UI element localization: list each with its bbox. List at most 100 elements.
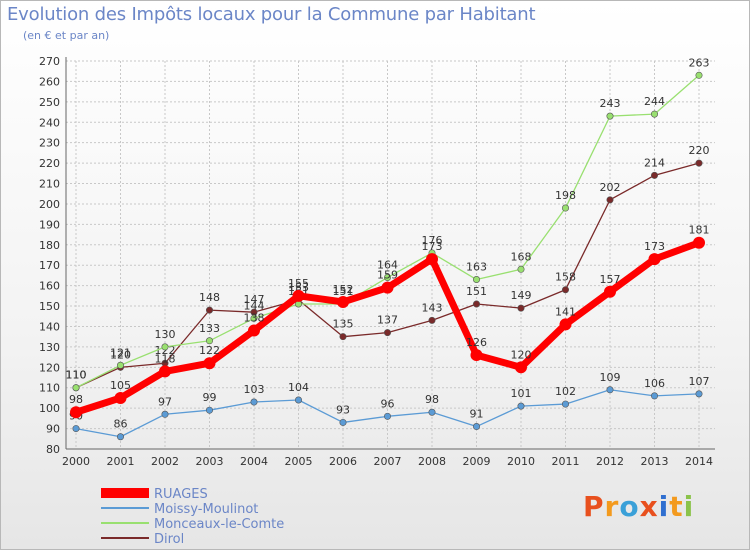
data-label: 138 [244, 312, 265, 325]
data-label: 104 [288, 381, 309, 394]
x-tick-label: 2012 [596, 455, 624, 468]
legend-swatch [101, 537, 149, 539]
data-point [606, 112, 614, 120]
data-label: 163 [466, 261, 487, 274]
data-point [561, 286, 569, 294]
x-tick-label: 2010 [507, 455, 535, 468]
data-label: 121 [110, 346, 131, 359]
y-tick-label: 210 [39, 178, 60, 191]
data-point [561, 400, 569, 408]
data-point [472, 276, 480, 284]
data-label: 144 [244, 299, 265, 312]
data-point [114, 391, 127, 404]
data-label: 109 [600, 371, 621, 384]
data-point [206, 306, 214, 314]
data-point [561, 204, 569, 212]
data-point [70, 406, 82, 419]
data-point [428, 408, 436, 416]
legend-swatch [101, 507, 149, 509]
data-label: 151 [333, 285, 354, 298]
data-label: 122 [199, 344, 220, 357]
data-point [383, 273, 391, 281]
y-tick-label: 150 [39, 300, 60, 313]
data-point [159, 365, 171, 378]
data-label: 159 [377, 269, 398, 282]
data-label: 176 [422, 234, 443, 247]
data-label: 98 [425, 393, 439, 406]
data-label: 263 [689, 56, 710, 69]
data-point [337, 295, 349, 308]
data-label: 130 [155, 328, 176, 341]
data-point [161, 410, 169, 418]
x-tick-label: 2000 [62, 455, 90, 468]
data-point [695, 390, 703, 398]
data-label: 133 [199, 322, 220, 335]
data-label: 86 [114, 418, 128, 431]
x-tick-label: 2001 [107, 455, 135, 468]
data-point [604, 285, 616, 298]
y-tick-label: 100 [39, 402, 60, 415]
data-label: 122 [155, 344, 176, 357]
y-tick-label: 250 [39, 96, 60, 109]
data-point [517, 402, 525, 410]
data-point [250, 398, 258, 406]
data-label: 106 [644, 377, 665, 390]
data-point [650, 392, 658, 400]
data-label: 164 [377, 258, 398, 271]
data-point [250, 314, 258, 322]
x-tick-label: 2008 [418, 455, 446, 468]
data-label: 152 [333, 283, 354, 296]
data-label: 153 [288, 281, 309, 294]
data-label: 147 [244, 293, 265, 306]
data-point [606, 386, 614, 394]
data-point [650, 171, 658, 179]
data-point [426, 253, 438, 266]
data-label: 181 [689, 224, 710, 237]
y-tick-label: 180 [39, 239, 60, 252]
x-tick-label: 2011 [552, 455, 580, 468]
y-tick-label: 110 [39, 382, 60, 395]
y-tick-label: 80 [46, 443, 60, 456]
legend-label: Moissy-Moulinot [154, 502, 258, 517]
data-point [428, 316, 436, 324]
data-point [294, 396, 302, 404]
data-point [606, 196, 614, 204]
x-tick-label: 2005 [285, 455, 313, 468]
y-tick-label: 200 [39, 198, 60, 211]
data-label: 214 [644, 156, 665, 169]
legend-label: Monceaux-le-Comte [154, 517, 284, 532]
x-tick-label: 2003 [196, 455, 224, 468]
y-tick-label: 160 [39, 280, 60, 293]
data-point [72, 384, 80, 392]
data-label: 110 [66, 369, 87, 382]
data-point [517, 265, 525, 273]
data-label: 143 [422, 301, 443, 314]
y-tick-label: 260 [39, 75, 60, 88]
data-point [472, 300, 480, 308]
chart-subtitle: (en € et par an) [23, 29, 110, 42]
legend-swatch [101, 522, 149, 524]
data-point [383, 412, 391, 420]
y-tick-label: 120 [39, 361, 60, 374]
data-label: 103 [244, 383, 265, 396]
data-label: 107 [689, 375, 710, 388]
data-label: 110 [66, 369, 87, 382]
proxiti-logo: Proxiti [583, 490, 695, 523]
data-label: 244 [644, 95, 665, 108]
data-label: 97 [158, 395, 172, 408]
data-label: 220 [689, 144, 710, 157]
data-label: 157 [600, 273, 621, 286]
x-tick-label: 2013 [641, 455, 669, 468]
data-label: 155 [288, 277, 309, 290]
chart-title: Evolution des Impôts locaux pour la Comm… [7, 4, 536, 25]
data-label: 99 [203, 391, 217, 404]
y-tick-label: 230 [39, 137, 60, 150]
data-point [693, 236, 705, 249]
data-label: 141 [555, 305, 576, 318]
x-tick-label: 2009 [463, 455, 491, 468]
y-tick-label: 130 [39, 341, 60, 354]
data-label: 148 [199, 291, 220, 304]
data-point [695, 71, 703, 79]
data-point [206, 406, 214, 414]
